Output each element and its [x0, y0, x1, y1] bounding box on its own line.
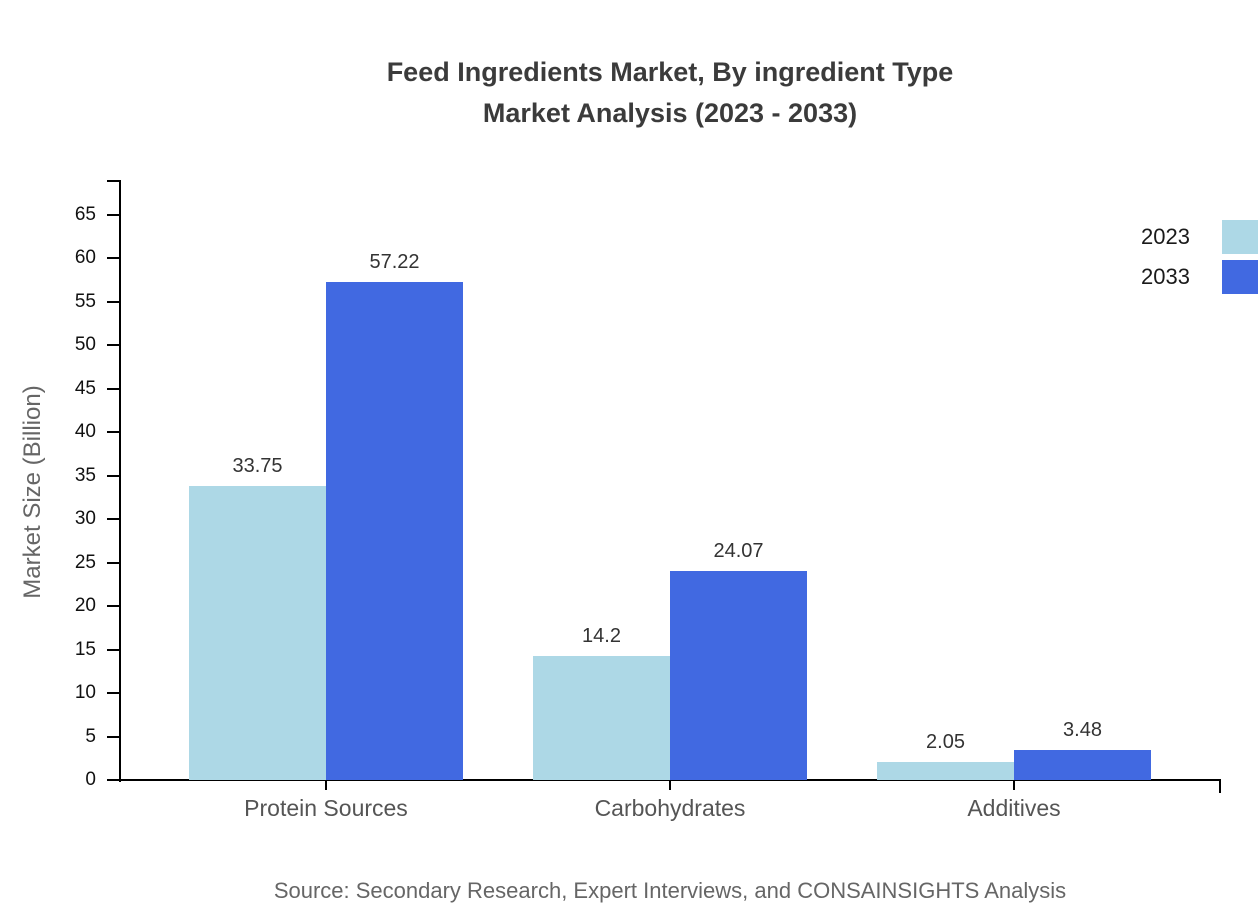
bar-value-2023-carbohydrates: 14.2 [582, 625, 621, 648]
y-tick-label: 10 [74, 682, 96, 703]
x-tick-mark [325, 781, 327, 790]
source-note: Source: Secondary Research, Expert Inter… [273, 878, 1067, 903]
bar-value-2033-carbohydrates: 24.07 [713, 539, 764, 562]
legend-label-2023: 2023 [1141, 224, 1190, 249]
x-category-label-protein-sources: Protein Sources [244, 795, 408, 821]
y-tick-mark [107, 431, 119, 433]
bar-2023-carbohydrates [533, 656, 670, 780]
x-axis-line [119, 779, 1221, 781]
legend-label-2033: 2033 [1141, 264, 1190, 289]
x-tick-mark [669, 781, 671, 790]
y-tick-mark [107, 605, 119, 607]
y-tick-label: 0 [85, 769, 96, 790]
y-tick-mark [107, 213, 119, 216]
y-tick-mark [107, 692, 119, 694]
bar-2023-additives [877, 762, 1014, 780]
y-tick-label: 60 [74, 247, 96, 268]
bar-2033-carbohydrates [670, 570, 807, 780]
y-tick-label: 35 [74, 464, 96, 486]
y-tick-label: 50 [74, 334, 96, 355]
y-tick-label: 65 [74, 203, 96, 225]
bar-2033-protein-sources [326, 282, 463, 780]
y-tick-label: 30 [74, 508, 96, 529]
y-tick-mark [107, 257, 119, 259]
y-tick-mark [107, 735, 119, 738]
x-category-label-additives: Additives [967, 795, 1061, 821]
y-axis-end-cap [107, 180, 119, 182]
y-tick-mark [107, 648, 119, 651]
legend-item-2033: 2033 [1141, 260, 1258, 294]
y-tick-label: 40 [74, 421, 96, 442]
y-tick-mark [107, 344, 119, 346]
chart-title-line1: Feed Ingredients Market, By ingredient T… [386, 57, 954, 87]
y-tick-mark [107, 300, 119, 303]
y-tick-mark [107, 387, 119, 390]
y-tick-mark [107, 779, 119, 781]
bar-value-2023-protein-sources: 33.75 [232, 455, 283, 478]
y-axis-line [119, 180, 121, 782]
bar-value-2033-additives: 3.48 [1063, 718, 1102, 741]
y-tick-label: 55 [74, 290, 96, 312]
bar-value-2033-protein-sources: 57.22 [369, 251, 420, 274]
y-tick-label: 5 [85, 725, 96, 747]
bar-value-2023-additives: 2.05 [926, 731, 965, 754]
y-tick-mark [107, 561, 119, 564]
y-tick-mark [107, 474, 119, 477]
bar-2033-additives [1014, 749, 1151, 780]
x-category-label-carbohydrates: Carbohydrates [594, 795, 746, 821]
legend-item-2023: 2023 [1141, 220, 1258, 254]
chart-title: Feed Ingredients Market, By ingredient T… [120, 52, 1220, 134]
legend-swatch-2033 [1222, 260, 1258, 294]
legend-swatch-2023 [1222, 220, 1258, 254]
x-tick-mark [1013, 781, 1015, 790]
y-tick-label: 20 [74, 595, 96, 616]
x-axis-end-cap [1219, 779, 1221, 793]
y-tick-mark [107, 518, 119, 520]
y-tick-label: 25 [74, 551, 96, 573]
y-tick-label: 15 [74, 638, 96, 660]
bar-2023-protein-sources [189, 486, 326, 780]
y-tick-label: 45 [74, 377, 96, 399]
legend: 2023 2033 [1141, 220, 1258, 300]
chart-title-line2: Market Analysis (2023 - 2033) [482, 98, 858, 128]
